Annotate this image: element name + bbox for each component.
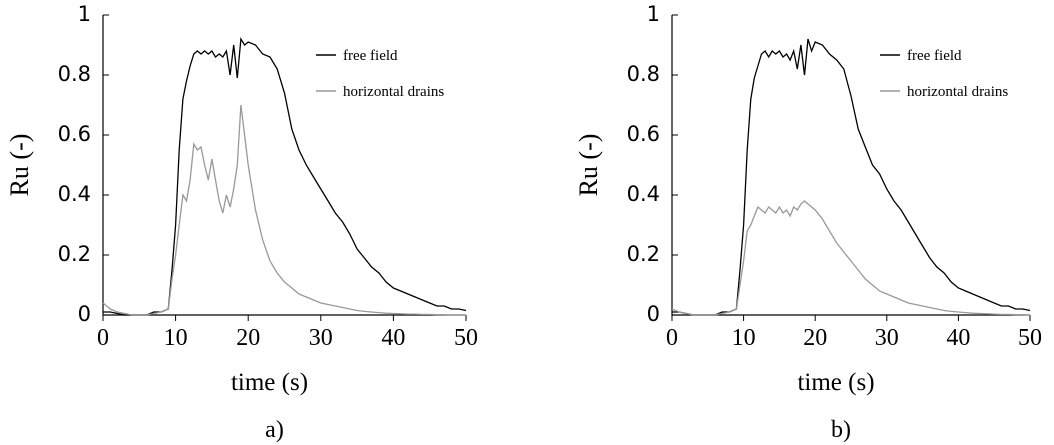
data-line bbox=[671, 200, 1031, 316]
caption: a) bbox=[265, 417, 284, 443]
legend-label: free field bbox=[907, 48, 962, 64]
legend-label: horizontal drains bbox=[907, 84, 1008, 100]
x-tick-label: 10 bbox=[732, 325, 756, 351]
data-line bbox=[103, 37, 467, 316]
y-axis-label: Ru (-) bbox=[574, 134, 603, 197]
y-tick-label: 0.8 bbox=[58, 62, 91, 86]
y-tick-label: 0.6 bbox=[627, 122, 660, 146]
x-tick-label: 40 bbox=[946, 325, 970, 351]
y-tick-label: 0.8 bbox=[627, 62, 660, 86]
x-tick-label: 50 bbox=[1018, 325, 1042, 351]
y-tick-label: 0.2 bbox=[58, 242, 91, 266]
data-line bbox=[672, 38, 1031, 316]
y-tick-label: 0.2 bbox=[627, 242, 660, 266]
data-line bbox=[102, 104, 466, 316]
y-tick-label: 0.4 bbox=[627, 182, 660, 206]
x-tick-label: 20 bbox=[803, 325, 827, 351]
x-tick-label: 0 bbox=[666, 325, 678, 351]
x-tick-label: 10 bbox=[164, 325, 188, 351]
legend-label: horizontal drains bbox=[343, 84, 444, 100]
caption: b) bbox=[831, 417, 851, 443]
x-tick-label: 20 bbox=[236, 325, 260, 351]
y-tick-label: 0.4 bbox=[58, 182, 91, 206]
y-tick-label: 0 bbox=[647, 302, 660, 326]
y-tick-label: 1 bbox=[647, 2, 660, 26]
x-tick-label: 30 bbox=[875, 325, 899, 351]
x-tick-label: 50 bbox=[454, 325, 478, 351]
y-axis-label: Ru (-) bbox=[5, 134, 34, 197]
x-tick-label: 40 bbox=[381, 325, 405, 351]
x-axis-label: time (s) bbox=[231, 369, 308, 396]
legend-label: free field bbox=[343, 48, 398, 64]
y-tick-label: 0.6 bbox=[58, 122, 91, 146]
y-tick-label: 1 bbox=[78, 2, 91, 26]
x-tick-label: 0 bbox=[97, 325, 109, 351]
x-tick-label: 30 bbox=[309, 325, 333, 351]
x-axis-label: time (s) bbox=[797, 369, 874, 396]
y-tick-label: 0 bbox=[78, 302, 91, 326]
